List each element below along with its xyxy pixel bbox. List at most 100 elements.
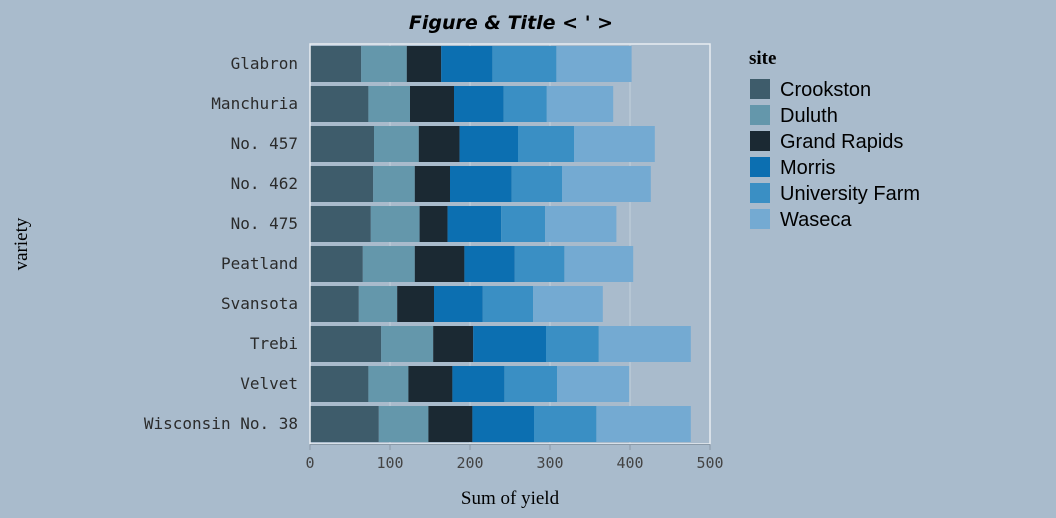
bar-segment bbox=[414, 246, 465, 282]
x-tick-label: 400 bbox=[616, 454, 643, 472]
x-tick-label: 500 bbox=[696, 454, 723, 472]
y-tick-label: No. 475 bbox=[231, 214, 298, 233]
y-tick-label: Manchuria bbox=[211, 94, 298, 113]
bar-segment bbox=[361, 46, 407, 82]
bar-segment bbox=[381, 326, 434, 362]
bar-segment bbox=[545, 206, 617, 242]
chart-title: Figure & Title < ' > bbox=[409, 12, 613, 34]
legend-item: Grand Rapids bbox=[750, 131, 903, 153]
bar-segment bbox=[397, 286, 434, 322]
legend-label: Waseca bbox=[780, 209, 852, 231]
y-axis-title: variety bbox=[11, 217, 32, 270]
bar-segment bbox=[452, 366, 505, 402]
bar-segment bbox=[310, 406, 379, 442]
bar-segment bbox=[557, 366, 630, 402]
bar-segment bbox=[598, 326, 691, 362]
y-tick-label: Peatland bbox=[221, 254, 298, 273]
bar-segment bbox=[410, 86, 454, 122]
legend-items: Crookston Duluth Grand Rapids Morris Univers… bbox=[750, 79, 920, 231]
bar-segment bbox=[514, 246, 565, 282]
bar-segment bbox=[546, 86, 614, 122]
bar-segment bbox=[434, 286, 483, 322]
y-tick-label: No. 462 bbox=[231, 174, 298, 193]
y-tick-label: Glabron bbox=[231, 54, 298, 73]
legend-item: University Farm bbox=[750, 183, 920, 205]
bar-segment bbox=[562, 166, 651, 202]
bar-segment bbox=[504, 366, 558, 402]
legend-swatch bbox=[750, 183, 770, 203]
bar-segment bbox=[310, 46, 362, 82]
bar-segment bbox=[406, 46, 442, 82]
bar-segment bbox=[428, 406, 473, 442]
legend-swatch bbox=[750, 79, 770, 99]
legend-swatch bbox=[750, 131, 770, 151]
legend-label: Crookston bbox=[780, 79, 871, 101]
legend-swatch bbox=[750, 209, 770, 229]
bar-segment bbox=[370, 206, 420, 242]
legend-swatch bbox=[750, 105, 770, 125]
bar-segment bbox=[482, 286, 534, 322]
bar-segment bbox=[556, 46, 632, 82]
y-axis: Glabron Manchuria No. 457 No. 462 No. 475 Pea… bbox=[144, 54, 298, 433]
y-tick-label: Svansota bbox=[221, 294, 298, 313]
legend-swatch bbox=[750, 157, 770, 177]
x-tick-label: 0 bbox=[305, 454, 314, 472]
legend-label: Morris bbox=[780, 157, 836, 179]
x-tick-label: 300 bbox=[536, 454, 563, 472]
legend-label: Duluth bbox=[780, 105, 838, 127]
legend-item: Crookston bbox=[750, 79, 871, 101]
bar-segment bbox=[358, 286, 398, 322]
bar-segment bbox=[534, 406, 597, 442]
bar-segment bbox=[596, 406, 691, 442]
bar-segment bbox=[408, 366, 453, 402]
legend-item: Duluth bbox=[750, 105, 838, 127]
bar-segment bbox=[310, 86, 369, 122]
bar-segment bbox=[574, 126, 655, 162]
legend-title: site bbox=[749, 48, 776, 69]
bar-segment bbox=[419, 206, 448, 242]
legend-label: Grand Rapids bbox=[780, 131, 903, 153]
bar-segment bbox=[310, 166, 374, 202]
bar-segment bbox=[511, 166, 562, 202]
legend: site Crookston Duluth Grand Rapids Morris Un… bbox=[749, 48, 920, 231]
bar-segment bbox=[546, 326, 599, 362]
bar-segment bbox=[368, 86, 410, 122]
bar-segment bbox=[310, 206, 371, 242]
bar-segment bbox=[472, 406, 534, 442]
bar-segment bbox=[310, 326, 382, 362]
bar-segment bbox=[310, 246, 363, 282]
bar-segment bbox=[414, 166, 450, 202]
bar-segment bbox=[518, 126, 574, 162]
legend-item: Morris bbox=[750, 157, 836, 179]
bar-segment bbox=[310, 126, 374, 162]
bar-segment bbox=[501, 206, 546, 242]
bar-segment bbox=[310, 286, 359, 322]
x-axis-title: Sum of yield bbox=[461, 488, 560, 509]
legend-item: Waseca bbox=[750, 209, 852, 231]
plot-area bbox=[309, 43, 711, 445]
bars bbox=[310, 46, 691, 442]
bar-segment bbox=[454, 86, 504, 122]
y-tick-label: Trebi bbox=[250, 334, 298, 353]
bar-segment bbox=[533, 286, 603, 322]
y-tick-label: No. 457 bbox=[231, 134, 298, 153]
x-tick-label: 100 bbox=[376, 454, 403, 472]
bar-segment bbox=[464, 246, 515, 282]
bar-segment bbox=[418, 126, 460, 162]
bar-segment bbox=[503, 86, 547, 122]
x-tick-label: 200 bbox=[456, 454, 483, 472]
bar-segment bbox=[374, 126, 419, 162]
bar-segment bbox=[450, 166, 512, 202]
y-tick-label: Wisconsin No. 38 bbox=[144, 414, 298, 433]
bar-segment bbox=[441, 46, 493, 82]
bar-segment bbox=[362, 246, 415, 282]
y-tick-label: Velvet bbox=[240, 374, 298, 393]
x-axis: 0 100 200 300 400 500 bbox=[305, 444, 724, 472]
bar-segment bbox=[433, 326, 474, 362]
bar-segment bbox=[492, 46, 557, 82]
bar-segment bbox=[459, 126, 518, 162]
bar-segment bbox=[310, 366, 369, 402]
legend-label: University Farm bbox=[780, 183, 920, 205]
bar-segment bbox=[473, 326, 546, 362]
